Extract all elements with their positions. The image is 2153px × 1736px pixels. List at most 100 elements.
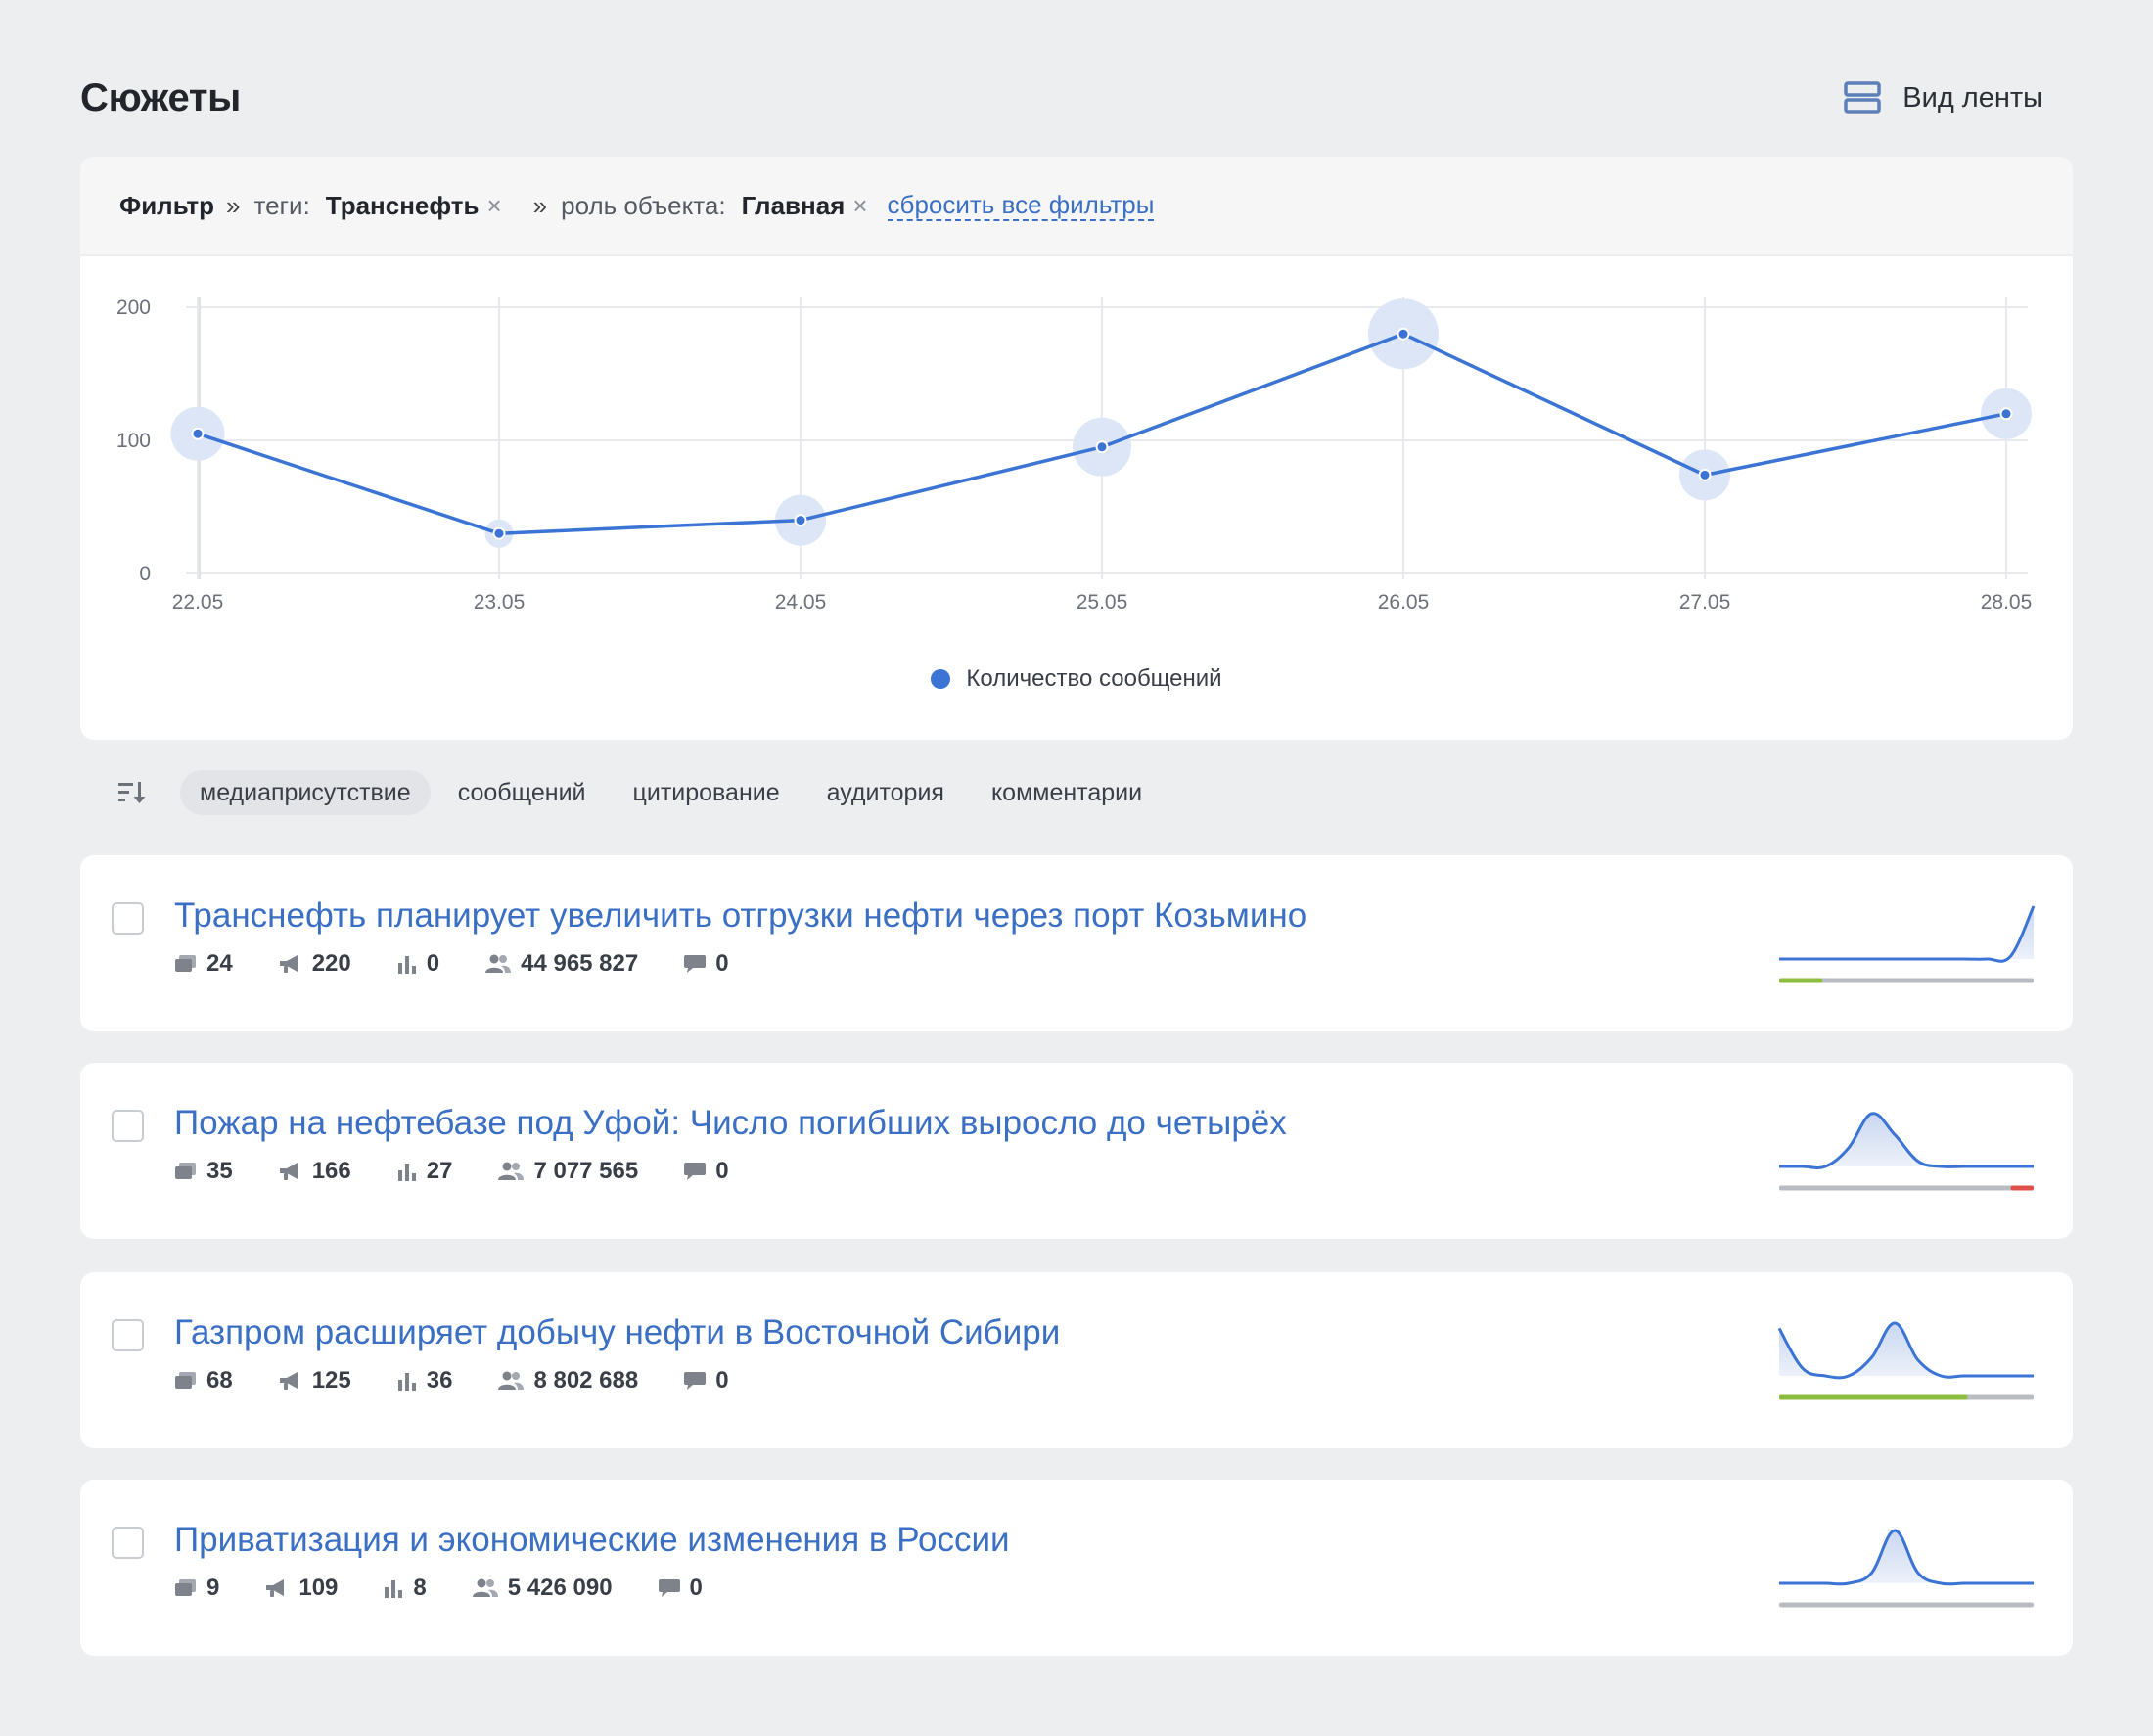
page-title: Сюжеты [80,75,242,119]
story-title-link[interactable]: Транснефть планирует увеличить отгрузки … [174,896,1307,935]
sparkline-line [1778,1112,2034,1169]
audience-count: 44 965 827 [521,950,639,977]
sort-option-media-presence[interactable]: медиаприсутствие [180,770,431,815]
sentiment-bar-positive [1779,1394,1968,1400]
publications-count: 24 [206,950,233,977]
story-metrics: 9 109 8 5 426 090 0 [174,1574,748,1603]
x-tick-label: 25.05 [1076,591,1128,614]
filter-tags-key: теги: [253,190,310,220]
publications-metric: 9 [174,1575,219,1602]
story-sparkline [1778,1112,2034,1191]
story-metrics: 24 220 0 44 965 827 0 [174,949,774,979]
publications-metric: 35 [174,1158,233,1185]
comment-icon [683,953,707,975]
publications-metric: 68 [174,1367,233,1394]
sparkline-area [1779,1322,2034,1378]
data-point [794,514,807,527]
sentiment-bar-positive [1779,978,1823,983]
reposts-count: 109 [298,1575,339,1601]
reset-filters-link[interactable]: сбросить все фильтры [887,190,1155,221]
list-view-icon [1844,81,1882,114]
audience-metric: 5 426 090 [472,1575,613,1602]
reposts-count: 125 [311,1367,351,1393]
feed-view-label: Вид ленты [1902,81,2043,114]
audience-count: 5 426 090 [507,1575,613,1601]
sentiment-bar-neutral [1779,978,2034,983]
remove-tag-filter-icon[interactable]: × [486,190,502,220]
story-checkbox[interactable] [112,1319,144,1351]
megaphone-icon [264,1577,290,1599]
x-tick-label: 28.05 [1981,591,2033,614]
sentiment-bar-neutral [1779,1185,2034,1191]
publications-count: 9 [206,1575,220,1601]
users-icon [484,953,512,975]
remove-role-filter-icon[interactable]: × [852,190,868,220]
filter-separator: » [532,190,548,220]
comments-count: 0 [689,1575,703,1601]
publications-icon [174,1370,198,1392]
story-title-link[interactable]: Пожар на нефтебазе под Уфой: Число погиб… [174,1104,1287,1142]
feed-view-button[interactable]: Вид ленты [1844,81,2043,114]
x-tick-label: 26.05 [1378,591,1430,614]
reposts-count: 166 [311,1158,351,1184]
sort-option-comments[interactable]: комментарии [990,779,1143,806]
audience-metric: 44 965 827 [484,950,638,978]
reposts-metric: 125 [278,1367,351,1394]
story-sparkline [1778,1529,2034,1608]
reposts-metric: 220 [278,950,351,978]
sort-option-messages[interactable]: сообщений [457,779,586,806]
megaphone-icon [278,953,303,975]
story-checkbox[interactable] [112,1110,144,1142]
story-sparkline [1777,1321,2034,1400]
sort-option-citation[interactable]: цитирование [632,779,780,806]
citation-metric: 8 [383,1575,427,1602]
story-checkbox[interactable] [112,1527,144,1559]
sparkline-area [1779,1113,2034,1168]
publications-count: 35 [206,1158,233,1184]
story-card: Пожар на нефтебазе под Уфой: Число погиб… [80,1063,2073,1239]
story-title-link[interactable]: Газпром расширяет добычу нефти в Восточн… [174,1313,1061,1351]
sparkline-line [1778,905,2036,963]
chart-legend: Количество сообщений [80,665,2073,693]
citation-count: 8 [413,1575,427,1601]
publications-count: 68 [206,1367,233,1393]
comments-metric: 0 [658,1575,703,1602]
y-tick-label: 200 [116,297,151,319]
comments-count: 0 [715,1158,729,1184]
comments-metric: 0 [683,1367,729,1394]
story-card: Транснефть планирует увеличить отгрузки … [80,855,2073,1031]
megaphone-icon [278,1161,303,1182]
megaphone-icon [278,1370,303,1392]
data-point [492,526,506,540]
publications-metric: 24 [174,950,233,978]
x-tick-label: 27.05 [1679,591,1731,614]
filter-tag-value: Транснефть [325,190,480,220]
chart-svg: 0 100 200 22.05 23.05 24.05 25.05 26.05 27.05 28.… [116,297,2033,614]
legend-label: Количество сообщений [966,665,1222,692]
story-checkbox[interactable] [112,902,144,935]
audience-count: 8 802 688 [533,1367,639,1393]
story-title-link[interactable]: Приватизация и экономические изменения в… [174,1521,1010,1559]
data-point [1397,327,1410,341]
sparkline-line [1778,1529,2034,1586]
comment-icon [683,1161,707,1182]
comments-count: 0 [715,1367,729,1393]
citation-metric: 27 [396,1158,452,1185]
x-tick-label: 24.05 [775,591,827,614]
sparkline-area [1779,906,2034,962]
users-icon [497,1161,525,1182]
story-card: Газпром расширяет добычу нефти в Восточн… [80,1272,2073,1448]
comments-metric: 0 [683,1158,729,1185]
bar-chart-icon [383,1577,404,1599]
x-tick-label: 22.05 [172,591,224,614]
citation-count: 36 [426,1367,453,1393]
sparkline-line [1777,1321,2034,1380]
comments-count: 0 [715,950,729,977]
comments-metric: 0 [683,950,729,978]
bar-chart-icon [396,1161,418,1182]
citation-metric: 36 [396,1367,453,1394]
sort-icon[interactable] [117,780,147,805]
sort-option-audience[interactable]: аудитория [826,779,944,806]
bar-chart-icon [396,1370,418,1392]
reposts-metric: 109 [264,1575,338,1602]
